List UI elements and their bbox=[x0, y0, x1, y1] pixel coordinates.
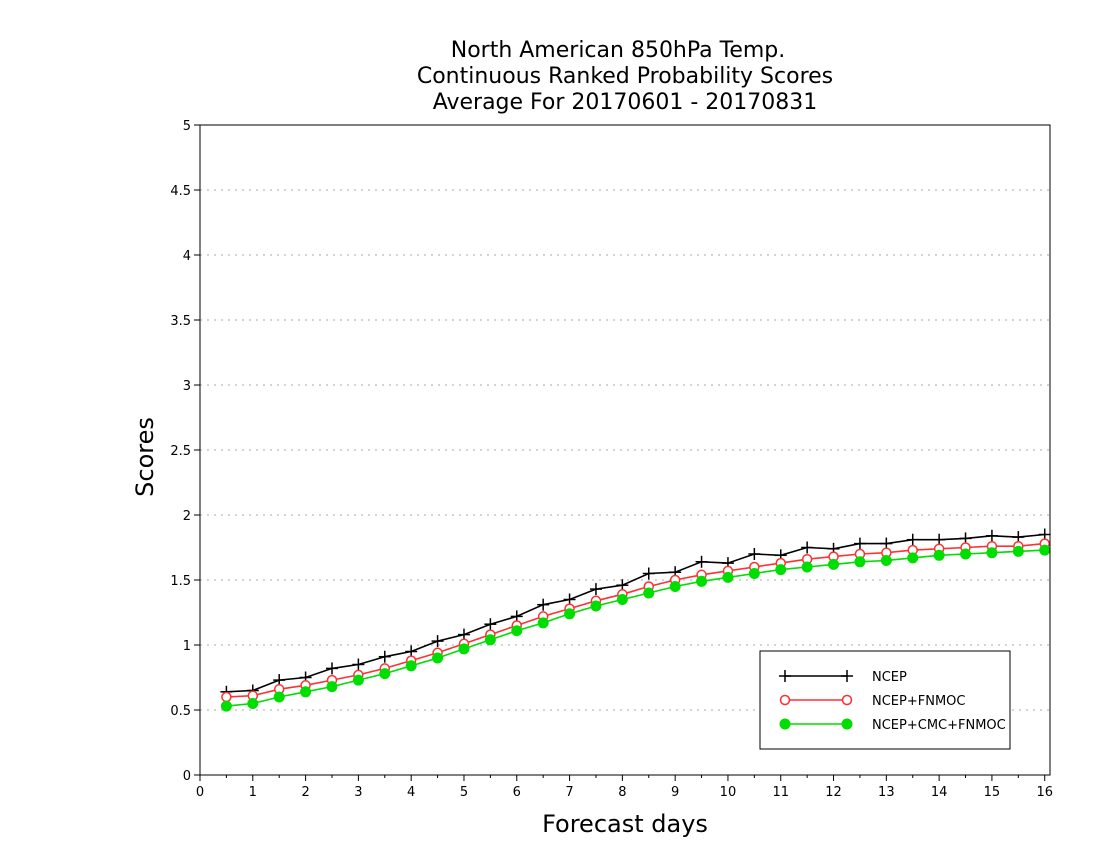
series-0-point bbox=[695, 555, 708, 568]
series-2-point bbox=[696, 575, 708, 587]
series-2-point bbox=[748, 568, 760, 579]
legend-label-0: NCEP bbox=[872, 670, 907, 685]
series-0-point bbox=[853, 537, 866, 550]
legend-label-1: NCEP+FNMOC bbox=[872, 694, 965, 709]
x-tick-label: 3 bbox=[354, 785, 362, 800]
series-2-point bbox=[379, 668, 391, 680]
y-tick-label: 3.5 bbox=[170, 314, 191, 329]
x-tick-label: 8 bbox=[618, 785, 626, 800]
x-tick-label: 0 bbox=[196, 785, 204, 800]
series-2-point bbox=[643, 587, 655, 599]
series-2-point bbox=[775, 564, 787, 576]
x-tick-label: 12 bbox=[825, 785, 842, 800]
ticks-layer: 00.511.522.533.544.550 1 2 3 4 5 6 7 8 9 10 11 12 13 1… bbox=[170, 119, 1053, 800]
series-2-point bbox=[352, 674, 364, 686]
series-2-point bbox=[960, 548, 972, 560]
series-2-point bbox=[484, 634, 496, 646]
legend-marker-1 bbox=[779, 694, 791, 706]
x-tick-label: 16 bbox=[1036, 785, 1053, 800]
legend: NCEP NCEP+FNMOC NCEP+CMC+FNMOC bbox=[759, 650, 1011, 750]
series-0-point bbox=[906, 533, 919, 546]
series-layer bbox=[220, 528, 1051, 712]
chart-title-line-1: North American 850hPa Temp. bbox=[451, 38, 786, 63]
legend-marker-2 bbox=[779, 718, 791, 730]
series-2-point bbox=[616, 594, 628, 605]
legend-marker-0 bbox=[841, 670, 853, 682]
x-tick-label: 13 bbox=[878, 785, 895, 800]
series-2-point bbox=[722, 571, 734, 583]
chart-title-line-2: Continuous Ranked Probability Scores bbox=[417, 64, 833, 89]
x-tick-label: 6 bbox=[513, 785, 521, 800]
series-2-point bbox=[828, 558, 840, 570]
series-2-point bbox=[405, 660, 417, 672]
y-tick-label: 4 bbox=[183, 249, 191, 264]
x-axis-title: Forecast days bbox=[542, 810, 708, 838]
series-2-point bbox=[273, 691, 285, 703]
series-2-point bbox=[300, 686, 312, 698]
series-2-point bbox=[669, 581, 681, 592]
series-0-point bbox=[748, 548, 761, 560]
x-tick-label: 10 bbox=[720, 785, 737, 800]
series-2-point bbox=[432, 652, 444, 664]
y-tick-label: 1.5 bbox=[170, 574, 191, 589]
x-tick-label: 14 bbox=[931, 785, 948, 800]
y-tick-label: 2 bbox=[183, 509, 191, 524]
x-tick-label: 11 bbox=[772, 785, 789, 800]
legend-marker-0 bbox=[779, 670, 791, 682]
y-tick-label: 3 bbox=[183, 379, 191, 394]
series-0-point bbox=[589, 583, 602, 596]
y-axis-title: Scores bbox=[131, 417, 159, 497]
series-2-point bbox=[220, 700, 232, 712]
series-2-point bbox=[907, 552, 919, 564]
series-2-point bbox=[933, 549, 945, 561]
series-2-point bbox=[880, 555, 892, 566]
y-tick-label: 2.5 bbox=[170, 444, 191, 459]
legend-marker-2 bbox=[841, 718, 853, 730]
legend-label-2: NCEP+CMC+FNMOC bbox=[872, 718, 1006, 733]
y-tick-label: 1 bbox=[183, 639, 191, 654]
x-tick-label: 2 bbox=[301, 785, 309, 800]
x-tick-label: 1 bbox=[249, 785, 257, 800]
series-2-point bbox=[537, 617, 549, 629]
series-2-point bbox=[801, 561, 813, 573]
series-2-point bbox=[326, 681, 338, 693]
x-tick-label: 15 bbox=[984, 785, 1001, 800]
series-0-point bbox=[431, 635, 444, 648]
series-2-point bbox=[247, 698, 259, 709]
series-2-point bbox=[458, 643, 470, 655]
y-tick-label: 4.5 bbox=[170, 184, 191, 199]
chart-title-line-3: Average For 20170601 - 20170831 bbox=[433, 90, 818, 115]
series-2-point bbox=[1039, 544, 1051, 556]
y-tick-label: 0.5 bbox=[170, 704, 191, 719]
series-2-point bbox=[590, 600, 602, 612]
series-0-point bbox=[642, 567, 655, 580]
series-2-point bbox=[986, 547, 998, 559]
series-1-point bbox=[221, 691, 232, 703]
series-0-point bbox=[985, 529, 998, 542]
series-2-point bbox=[1012, 545, 1024, 557]
series-0-point bbox=[484, 618, 497, 631]
x-tick-label: 7 bbox=[565, 785, 573, 800]
legend-marker-1 bbox=[841, 694, 853, 706]
series-0-point bbox=[378, 650, 391, 663]
x-tick-label: 9 bbox=[671, 785, 679, 800]
grid-layer bbox=[200, 189, 1050, 711]
series-0-point bbox=[352, 658, 365, 671]
series-2-point bbox=[511, 625, 523, 637]
y-tick-label: 5 bbox=[183, 119, 191, 134]
series-2-point bbox=[564, 608, 576, 620]
series-0-point bbox=[325, 662, 338, 675]
series-2-point bbox=[854, 556, 866, 568]
x-tick-label: 5 bbox=[460, 785, 468, 800]
x-tick-label: 4 bbox=[407, 785, 415, 800]
series-0-point bbox=[537, 598, 550, 611]
y-tick-label: 0 bbox=[183, 769, 191, 784]
series-0-point bbox=[801, 541, 814, 554]
